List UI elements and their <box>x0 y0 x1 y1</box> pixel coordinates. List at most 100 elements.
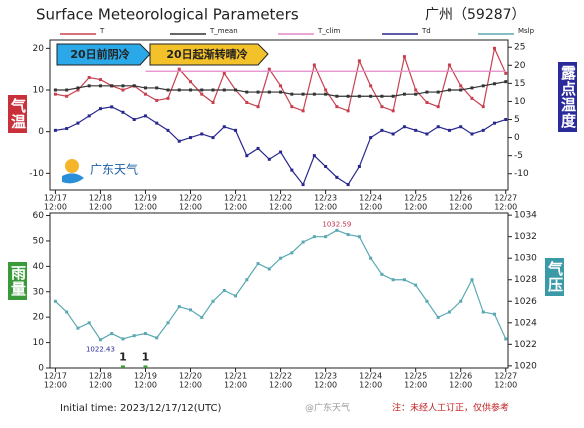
point <box>65 127 69 131</box>
point <box>121 88 125 92</box>
point <box>222 71 226 75</box>
x-tick-sublabel: 12:00 <box>449 203 472 212</box>
point <box>234 294 238 298</box>
y2-axis-label: 露点温度 <box>558 62 577 132</box>
point <box>402 278 406 282</box>
point <box>65 310 69 314</box>
point <box>279 84 283 88</box>
point <box>245 154 249 158</box>
point <box>369 94 373 98</box>
rain-label: 1 <box>119 350 127 363</box>
point <box>256 90 260 94</box>
point <box>245 90 249 94</box>
y2-axis-label: 气压 <box>545 258 564 296</box>
point <box>380 94 384 98</box>
x-tick-label: 12/21 <box>224 194 247 203</box>
point <box>369 256 373 260</box>
point <box>436 90 440 94</box>
point <box>65 88 69 92</box>
point <box>121 84 125 88</box>
y-tick-label: 60 <box>33 211 45 221</box>
point <box>279 256 283 260</box>
max-label: 1032.59 <box>322 220 351 228</box>
x-tick-label: 12/24 <box>359 194 382 203</box>
point <box>357 94 361 98</box>
point <box>312 154 316 158</box>
point <box>504 118 508 122</box>
point <box>110 105 114 109</box>
y-tick-label: 10 <box>33 338 45 348</box>
x-tick-label: 12/21 <box>224 372 247 381</box>
y2-tick-label: 1022 <box>514 340 537 350</box>
point <box>481 84 485 88</box>
y2-tick-label: 1034 <box>514 211 537 221</box>
point <box>436 125 440 129</box>
legend-label: T_mean <box>209 27 238 35</box>
x-tick-sublabel: 12:00 <box>359 381 382 390</box>
x-tick-label: 12/19 <box>134 194 157 203</box>
logo-wave <box>62 173 84 184</box>
point <box>470 86 474 90</box>
point <box>177 88 181 92</box>
x-tick-sublabel: 12:00 <box>134 203 157 212</box>
point <box>87 114 91 118</box>
y2-tick-label: 20 <box>514 61 526 71</box>
point <box>436 315 440 319</box>
point <box>166 321 170 325</box>
x-tick-label: 12/20 <box>179 194 202 203</box>
point <box>346 94 350 98</box>
point <box>492 121 496 125</box>
x-tick-label: 12/17 <box>44 194 67 203</box>
y-tick-label: 0 <box>38 364 44 374</box>
y2-tick-label: 1032 <box>514 232 537 242</box>
point <box>132 84 136 88</box>
point <box>267 90 271 94</box>
point <box>98 107 102 111</box>
point <box>155 98 159 102</box>
point <box>447 63 451 67</box>
point <box>53 299 57 303</box>
x-tick-sublabel: 12:00 <box>89 203 112 212</box>
point <box>470 132 474 136</box>
point <box>65 94 69 98</box>
point <box>211 88 215 92</box>
x-tick-label: 12/26 <box>449 372 472 381</box>
point <box>335 175 339 179</box>
point <box>143 332 147 336</box>
point <box>425 90 429 94</box>
point <box>459 299 463 303</box>
point <box>234 88 238 92</box>
rain-bar <box>143 365 148 368</box>
point <box>98 78 102 82</box>
rain-label: 1 <box>142 350 150 363</box>
point <box>76 326 80 330</box>
point <box>200 132 204 136</box>
x-tick-sublabel: 12:00 <box>404 381 427 390</box>
point <box>481 128 485 132</box>
x-tick-label: 12/19 <box>134 372 157 381</box>
point <box>155 86 159 90</box>
point <box>346 183 350 187</box>
point <box>391 94 395 98</box>
x-tick-sublabel: 12:00 <box>404 203 427 212</box>
point <box>267 157 271 161</box>
y-axis-label: 雨量 <box>8 262 27 300</box>
point <box>177 305 181 309</box>
point <box>380 105 384 109</box>
x-tick-sublabel: 12:00 <box>44 381 67 390</box>
y-tick-label: 0 <box>38 127 44 137</box>
watermark: @广东天气 <box>305 402 350 414</box>
point <box>335 94 339 98</box>
point <box>279 150 283 154</box>
point <box>121 337 125 341</box>
point <box>504 71 508 75</box>
point <box>391 278 395 282</box>
point <box>357 235 361 239</box>
y2-tick-label: 1028 <box>514 275 537 285</box>
point <box>481 310 485 314</box>
point <box>425 132 429 136</box>
point <box>53 88 57 92</box>
point <box>301 183 305 187</box>
